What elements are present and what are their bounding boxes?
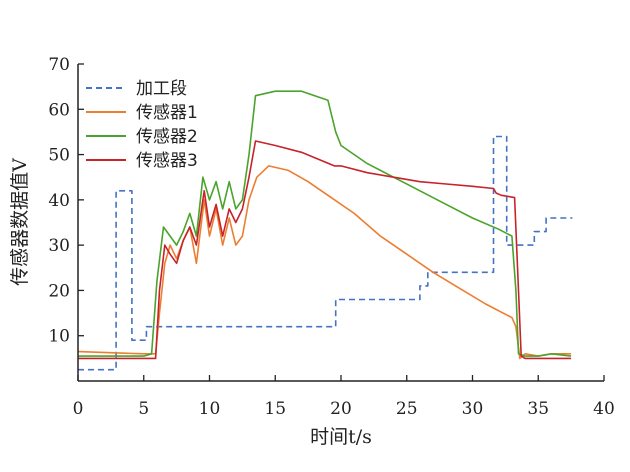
series-line-1 — [78, 135, 573, 371]
y-tick-label: 30 — [48, 236, 70, 256]
series-line-4 — [78, 140, 572, 360]
y-tick-label: 40 — [48, 191, 70, 211]
x-tick-label: 35 — [527, 399, 549, 419]
y-tick-label: 10 — [48, 327, 70, 347]
series-line-2 — [77, 165, 572, 360]
x-tick-label: 30 — [462, 399, 484, 419]
plot-lines — [77, 90, 573, 371]
x-tick-label: 0 — [73, 399, 84, 419]
y-tick-label: 20 — [48, 281, 70, 301]
y-tick-label: 50 — [48, 146, 70, 166]
y-ticks: 10 20 30 40 50 60 70 — [48, 55, 84, 347]
x-tick-label: 25 — [396, 399, 418, 419]
x-axis-title: 时间t/s — [310, 426, 372, 448]
legend-label-4: 传感器3 — [136, 151, 198, 171]
legend-label-1: 加工段 — [136, 79, 187, 99]
x-tick-label: 20 — [330, 399, 352, 419]
y-tick-label: 70 — [48, 55, 70, 75]
x-tick-label: 15 — [264, 399, 286, 419]
legend-label-2: 传感器1 — [136, 103, 198, 123]
series-line-3 — [78, 90, 572, 357]
x-tick-label: 40 — [593, 399, 615, 419]
x-tick-label: 10 — [199, 399, 221, 419]
x-ticks: 0 5 10 15 20 25 30 35 40 — [73, 375, 615, 419]
legend-label-3: 传感器2 — [136, 127, 198, 147]
y-axis-title: 传感器数据值V — [9, 158, 31, 286]
x-tick-label: 5 — [138, 399, 149, 419]
y-tick-label: 60 — [48, 100, 70, 120]
